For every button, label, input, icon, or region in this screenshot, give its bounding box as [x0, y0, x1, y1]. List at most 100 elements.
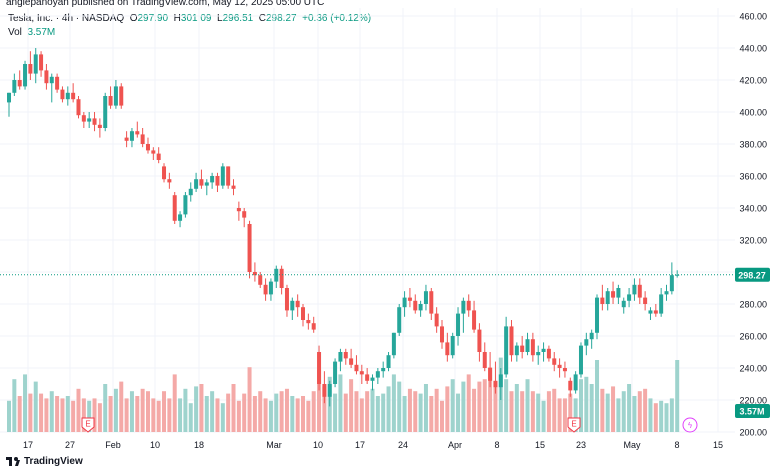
candle-body [541, 348, 546, 352]
volume-bar [514, 384, 519, 432]
y-tick-label: 320.00 [739, 236, 767, 246]
candle-body [391, 332, 396, 356]
volume-bar [659, 400, 664, 432]
volume-bar [178, 398, 183, 432]
volume-bar [584, 376, 589, 432]
volume-bar [365, 391, 370, 432]
volume-bar [306, 400, 311, 432]
candle-body [536, 352, 541, 356]
candle-body [600, 297, 605, 304]
candle-body [55, 76, 60, 90]
volume-bar [172, 374, 177, 432]
volume-bar [317, 369, 322, 432]
candle-body [648, 310, 653, 314]
volume-bar [71, 400, 76, 432]
volume-bar [370, 388, 375, 432]
dividend-marker-label: ϟ [687, 421, 692, 430]
candle-body [643, 297, 648, 304]
candle-body [290, 300, 295, 311]
candle-body [194, 179, 199, 189]
earnings-marker-icon [81, 417, 95, 433]
candle-body [423, 291, 428, 304]
candle-body [525, 339, 530, 352]
last-price-tag [735, 267, 770, 282]
volume-bar [397, 381, 402, 432]
volume-bar [568, 393, 573, 432]
volume-bar [199, 384, 204, 432]
volume-bar [204, 396, 209, 432]
y-tick-label: 200.00 [739, 428, 767, 438]
volume-bar [322, 386, 327, 432]
volume-bar [482, 379, 487, 432]
open-value: 297.90 [137, 13, 169, 24]
candle-body [226, 166, 231, 186]
candle-body [343, 352, 348, 359]
open-label: O [129, 13, 138, 24]
volume-bar [589, 384, 594, 432]
volume-bar [295, 398, 300, 432]
volume-bar [407, 388, 412, 432]
volume-bar [643, 388, 648, 432]
volume-bar [274, 393, 279, 432]
volume-bar [97, 403, 102, 432]
candle-body [546, 348, 551, 359]
candle-body [263, 284, 268, 295]
x-tick-label: May [623, 440, 641, 450]
candle-body [135, 131, 140, 135]
candle-body [584, 339, 589, 346]
candle-body [145, 144, 150, 151]
x-tick-label: 15 [535, 440, 545, 450]
candle-body [220, 166, 225, 186]
volume-bar [247, 367, 252, 432]
y-tick-label: 260.00 [739, 332, 767, 342]
y-tick-label: 360.00 [739, 172, 767, 182]
candle-body [236, 208, 241, 212]
candle-body [397, 307, 402, 333]
volume-bar [530, 391, 535, 432]
candle-body [653, 310, 658, 314]
candle-body [108, 96, 113, 106]
candle-body [504, 326, 509, 375]
volume-bar [33, 381, 38, 432]
candle-body [445, 342, 450, 356]
volume-bar [151, 398, 156, 432]
candle-body [461, 300, 466, 314]
volume-bar [653, 403, 658, 432]
volume-label: Vol [8, 27, 22, 38]
candle-body [23, 64, 28, 87]
candle-body [386, 355, 391, 368]
candle-body [81, 115, 86, 122]
y-tick-label: 240.00 [739, 364, 767, 374]
volume-bar [263, 398, 268, 432]
volume-bar [632, 396, 637, 432]
volume-bar [76, 388, 81, 432]
volume-value: 3.57M [27, 27, 56, 38]
volume-bar [220, 403, 225, 432]
candle-body [113, 86, 118, 106]
volume-bar [338, 374, 343, 432]
candle-body [616, 288, 621, 298]
volume-bar [391, 374, 396, 432]
volume-bar [210, 391, 215, 432]
candle-body [418, 304, 423, 311]
volume-bar [349, 379, 354, 432]
volume-bar [215, 398, 220, 432]
volume-bar [450, 379, 455, 432]
volume-bar [595, 360, 600, 432]
volume-bar [188, 403, 193, 432]
candle-body [327, 384, 332, 397]
candle-body [178, 214, 183, 221]
volume-bar [536, 393, 541, 432]
volume-bar [611, 386, 616, 432]
candle-body [242, 211, 247, 218]
candle-body [370, 377, 375, 381]
candle-body [493, 380, 498, 388]
candle-body [407, 297, 412, 301]
change-value: +0.36 (+0.12%) [302, 13, 372, 24]
volume-bar [669, 398, 674, 432]
earnings-marker-icon [567, 417, 581, 433]
volume-bar [55, 396, 60, 432]
volume-bar [541, 400, 546, 432]
candle-body [28, 64, 33, 74]
